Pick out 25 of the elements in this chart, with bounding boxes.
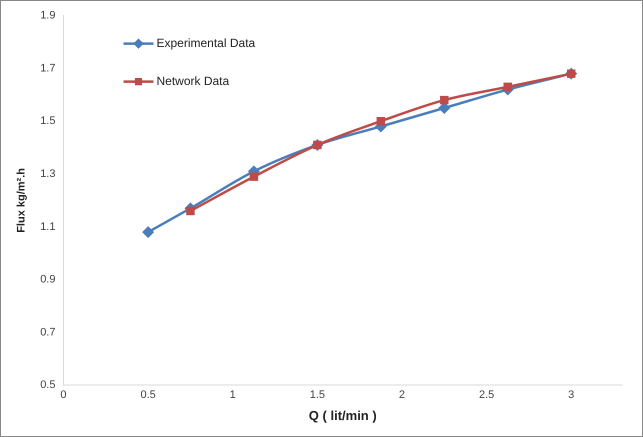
y-tick-label: 0.7: [40, 326, 56, 338]
point: [186, 206, 195, 216]
y-axis-title: Flux kg/m².h: [16, 168, 28, 233]
x-tick-label: 2: [398, 388, 406, 401]
y-tick-label: 1.5: [40, 115, 56, 128]
point: [142, 226, 154, 238]
y-tick-label: 1.9: [40, 10, 56, 22]
legend-label: Network Data: [156, 74, 230, 88]
x-tick-label: 0.5: [140, 388, 156, 401]
point: [250, 172, 258, 181]
x-axis-title: Q ( lit/min ): [308, 408, 377, 423]
y-tick-label: 0.5: [40, 379, 56, 392]
x-tick-label: 3: [568, 388, 574, 401]
y-tick-label: 1.1: [40, 220, 56, 233]
y-tick-label: 1.3: [40, 168, 56, 180]
point: [376, 116, 386, 126]
x-tick-label: 1: [230, 388, 236, 401]
y-tick-label: 1.7: [40, 62, 56, 74]
x-tick-label: 0: [60, 388, 67, 401]
x-tick-label: 1.5: [310, 388, 326, 401]
y-tick-label: 0.9: [40, 274, 56, 286]
point: [440, 96, 449, 104]
legend-label: Experimental Data: [156, 36, 256, 50]
x-tick-label: 2.5: [478, 388, 494, 401]
point: [504, 82, 512, 92]
